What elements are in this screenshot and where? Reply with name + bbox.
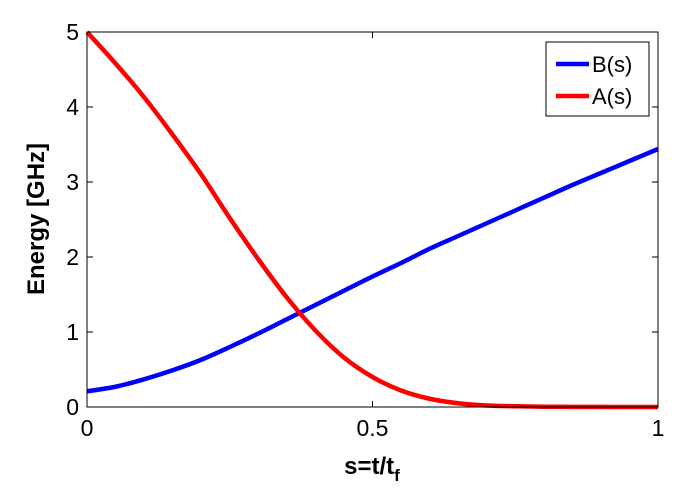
- x-axis-title: s=t/tf: [344, 453, 400, 485]
- x-tick-label: 0.5: [357, 415, 389, 441]
- series-line-0: [86, 146, 659, 394]
- x-axis-title-subscript: f: [394, 466, 400, 485]
- x-tick-label: 1: [652, 415, 665, 441]
- y-tick-label: 1: [66, 319, 79, 345]
- legend-box: [545, 41, 650, 117]
- y-tick-label: 3: [66, 169, 79, 195]
- y-tick-label: 0: [66, 394, 79, 420]
- y-axis-title: Energy [GHz]: [23, 143, 50, 295]
- x-tick-label: 0: [81, 415, 94, 441]
- legend-label-a: A(s): [592, 84, 632, 109]
- legend: B(s) A(s): [545, 41, 650, 117]
- y-tick-label: 2: [66, 244, 79, 270]
- ticks-layer: 0 0.5 1 0 1 2 3 4 5: [66, 19, 664, 441]
- y-tick-label: 5: [66, 19, 79, 45]
- legend-label-b: B(s): [592, 52, 632, 77]
- y-tick-label: 4: [66, 94, 79, 120]
